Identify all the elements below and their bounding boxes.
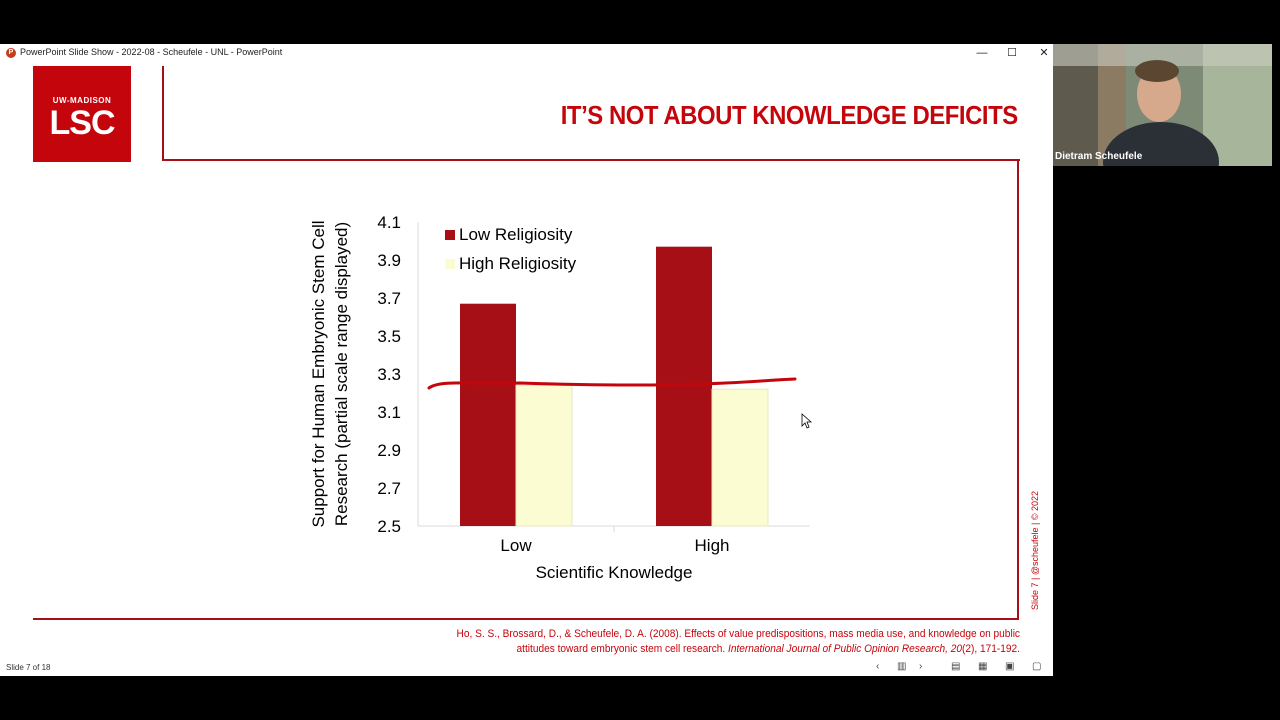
citation-part2: (2), 171-192. [962,643,1020,655]
slide-credit: Slide 7 | @scheufele | © 2022 [1030,490,1040,610]
frame-line-right [1017,159,1019,619]
reading-view-icon[interactable]: ▣ [1005,661,1015,672]
y-tick-label: 2.7 [377,479,401,498]
y-tick-label: 3.9 [377,251,401,270]
logo-top-text: UW-MADISON [52,96,112,105]
y-tick-label: 4.1 [377,213,401,232]
logo-main-text: LSC [49,104,116,142]
window-title: PowerPoint Slide Show - 2022-08 - Scheuf… [20,47,283,57]
normal-view-icon[interactable]: ▤ [951,661,961,672]
next-icon[interactable]: › [919,661,923,672]
citation-journal: International Journal of Public Opinion … [728,643,963,655]
y-tick-label: 2.5 [377,517,401,536]
legend-label: Low Religiosity [459,225,573,244]
slide-canvas[interactable]: UW-MADISON LSC IT’S NOT ABOUT KNOWLEDGE … [0,62,1053,660]
y-tick-label: 3.5 [377,327,401,346]
minimize-button[interactable]: — [976,47,988,59]
bar-low-religiosity-low [460,303,516,526]
frame-line-bottom [33,618,1019,620]
status-bar: Slide 7 of 18 ‹ ▥ › ▤ ▦ ▣ ▢ [0,660,1053,676]
bar-chart: 2.5 2.7 2.9 3.1 3.3 3.5 3.7 3.9 4.1 Low High Scie… [309,213,813,582]
participant-video[interactable]: Dietram Scheufele [1053,44,1272,166]
x-axis-ticks: Low High [500,526,729,555]
frame-line-left [162,66,164,161]
maximize-button[interactable]: ☐ [1007,47,1017,59]
title-bar[interactable]: P PowerPoint Slide Show - 2022-08 - Sche… [0,44,1053,62]
x-tick-label: Low [500,536,532,555]
mouse-cursor [801,413,813,429]
slideshow-icon[interactable]: ▢ [1032,661,1042,672]
citation-part1: Ho, S. S., Brossard, D., & Scheufele, D.… [456,628,1020,655]
y-tick-label: 3.1 [377,403,401,422]
prev-icon[interactable]: ‹ [876,661,880,672]
powerpoint-icon: P [6,48,16,58]
x-axis-label: Scientific Knowledge [536,563,693,582]
x-tick-label: High [695,536,730,555]
grid-view-icon[interactable]: ▦ [978,661,988,672]
y-tick-label: 3.7 [377,289,401,308]
y-tick-label: 2.9 [377,441,401,460]
legend: Low Religiosity High Religiosity [445,225,577,273]
legend-swatch [445,230,455,240]
slide-title: IT’S NOT ABOUT KNOWLEDGE DEFICITS [560,100,1018,130]
citation: Ho, S. S., Brossard, D., & Scheufele, D.… [431,627,1020,657]
y-axis-label-line2: Research (partial scale range displayed) [332,222,351,526]
powerpoint-window: P PowerPoint Slide Show - 2022-08 - Sche… [0,44,1053,676]
bar-high-religiosity-low [515,384,573,527]
bar-low-religiosity-high [656,246,712,526]
slide-sorter-icon[interactable]: ▥ [897,661,907,672]
bar-high-religiosity-high [711,388,769,527]
lsc-logo: UW-MADISON LSC [33,66,131,162]
y-axis-label-line1: Support for Human Embryonic Stem Cell [309,220,328,527]
participant-name: Dietram Scheufele [1055,151,1143,162]
slide-counter: Slide 7 of 18 [6,663,51,672]
bars [460,246,769,527]
video-frame [1053,44,1272,166]
y-axis-ticks: 2.5 2.7 2.9 3.1 3.3 3.5 3.7 3.9 4.1 [377,213,401,536]
y-tick-label: 3.3 [377,365,401,384]
frame-line-top [162,159,1020,161]
close-button[interactable]: ✕ [1039,47,1049,59]
hand-drawn-annotation-line [427,377,797,390]
legend-swatch [445,259,455,269]
legend-label: High Religiosity [459,254,577,273]
